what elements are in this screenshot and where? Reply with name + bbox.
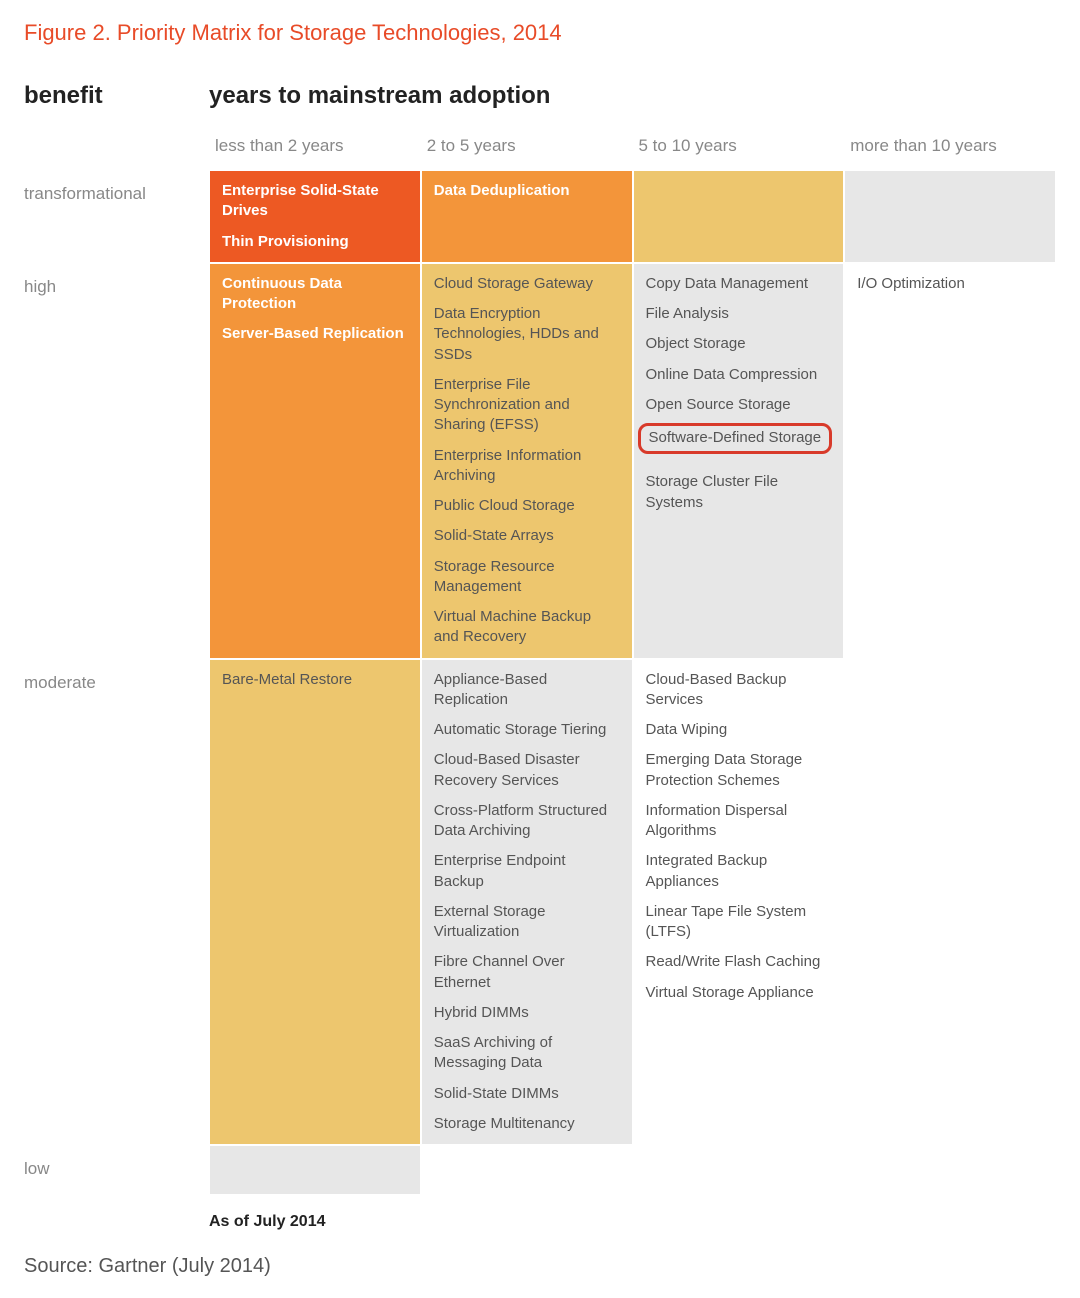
cell-0-2 [634,171,844,262]
cell-2-3 [845,660,1055,1145]
matrix-item: Cloud Storage Gateway [434,274,620,294]
col-header-3: more than 10 years [844,128,1056,170]
matrix-item: Public Cloud Storage [434,496,620,516]
source-caption: Source: Gartner (July 2014) [24,1255,1056,1278]
matrix-item: Object Storage [646,334,832,354]
cell-3-2 [634,1146,844,1194]
cell-3-0 [210,1146,420,1194]
matrix-item: File Analysis [646,304,832,324]
row-header-1: high [24,263,209,659]
matrix-item: Copy Data Management [646,274,832,294]
as-of-note: As of July 2014 [209,1213,1056,1231]
cell-1-1: Cloud Storage Gateway Data Encryption Tec… [422,264,632,658]
matrix-item: Enterprise Information Archiving [434,446,620,487]
matrix-item: Storage Resource Management [434,557,620,598]
matrix-item: Fibre Channel Over Ethernet [434,952,620,993]
matrix-item: Virtual Storage Appliance [646,983,832,1003]
matrix-item: Hybrid DIMMs [434,1003,620,1023]
matrix-item: Data Deduplication [434,181,620,201]
matrix-item: Cloud-Based Backup Services [646,670,832,711]
row-header-0: transformational [24,170,209,263]
matrix-item: Server-Based Replication [222,324,408,344]
figure-title: Figure 2. Priority Matrix for Storage Te… [24,20,1056,46]
matrix-item: Information Dispersal Algorithms [646,801,832,842]
matrix-item: Linear Tape File System (LTFS) [646,902,832,943]
cell-1-2: Copy Data Management File Analysis Object … [634,264,844,658]
matrix-item: Read/Write Flash Caching [646,952,832,972]
col-header-1: 2 to 5 years [421,128,633,170]
matrix-item: Storage Multitenancy [434,1114,620,1134]
col-header-0: less than 2 years [209,128,421,170]
col-header-2: 5 to 10 years [633,128,845,170]
cell-0-1: Data Deduplication [422,171,632,262]
cell-1-3: I/O Optimization [845,264,1055,658]
matrix-item: Appliance-Based Replication [434,670,620,711]
matrix-item: Solid-State Arrays [434,526,620,546]
matrix-item: Solid-State DIMMs [434,1084,620,1104]
matrix-item: SaaS Archiving of Messaging Data [434,1033,620,1074]
matrix-item: Thin Provisioning [222,232,408,252]
cell-3-3 [845,1146,1055,1194]
cell-2-0: Bare-Metal Restore [210,660,420,1145]
matrix-item: Online Data Compression [646,365,832,385]
matrix-item: I/O Optimization [857,274,1043,294]
matrix-item: Cross-Platform Structured Data Archiving [434,801,620,842]
matrix-item: Cloud-Based Disaster Recovery Services [434,750,620,791]
highlighted-item: Software-Defined Storage [638,423,833,454]
axis-y-label: benefit [24,82,209,110]
matrix-item: External Storage Virtualization [434,902,620,943]
matrix-item: Automatic Storage Tiering [434,720,620,740]
matrix-item: Software-Defined Storage [646,425,832,462]
cell-3-1 [422,1146,632,1194]
cell-1-0: Continuous Data Protection Server-Based R… [210,264,420,658]
matrix-item: Emerging Data Storage Protection Schemes [646,750,832,791]
matrix-item: Data Wiping [646,720,832,740]
row-header-3: low [24,1145,209,1195]
matrix-item: Integrated Backup Appliances [646,851,832,892]
axis-x-label: years to mainstream adoption [209,82,1056,110]
matrix-item: Enterprise Solid-State Drives [222,181,408,222]
matrix-item: Enterprise Endpoint Backup [434,851,620,892]
row-header-2: moderate [24,659,209,1146]
matrix-item: Continuous Data Protection [222,274,408,315]
matrix-item: Data Encryption Technologies, HDDs and S… [434,304,620,365]
cell-2-1: Appliance-Based Replication Automatic Sto… [422,660,632,1145]
cell-0-0: Enterprise Solid-State Drives Thin Provis… [210,171,420,262]
matrix-item: Storage Cluster File Systems [646,472,832,513]
cell-2-2: Cloud-Based Backup Services Data Wiping Em… [634,660,844,1145]
matrix-item: Virtual Machine Backup and Recovery [434,607,620,648]
matrix-item: Open Source Storage [646,395,832,415]
matrix-item: Bare-Metal Restore [222,670,408,690]
cell-0-3 [845,171,1055,262]
matrix-item: Enterprise File Synchronization and Shar… [434,375,620,436]
priority-matrix: less than 2 years 2 to 5 years 5 to 10 y… [24,128,1056,1195]
